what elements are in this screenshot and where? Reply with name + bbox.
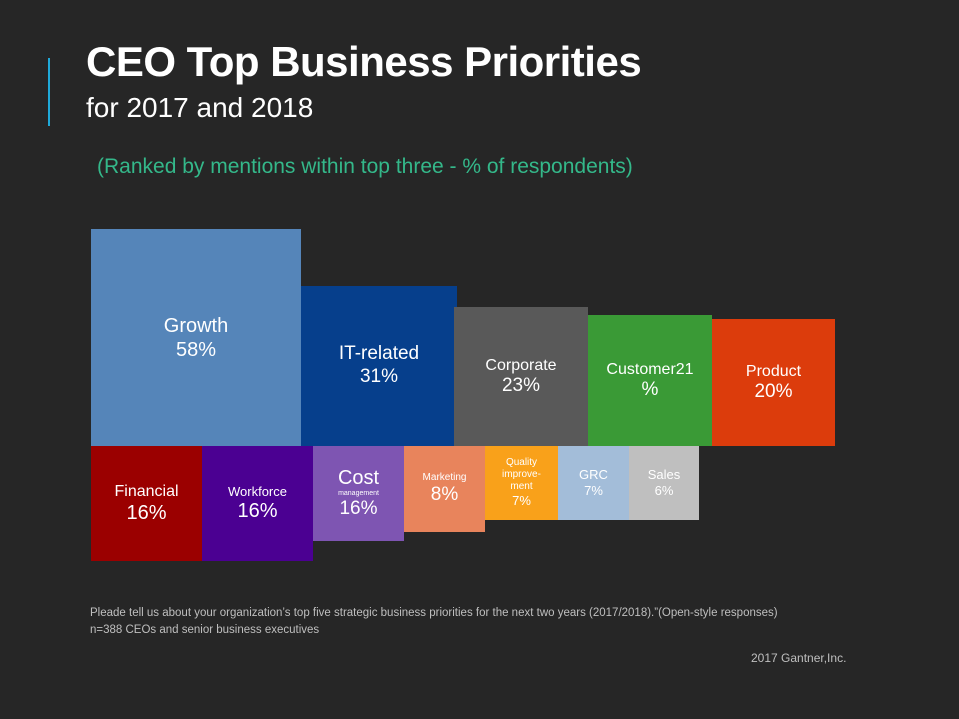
- data-label: 58%: [175, 338, 217, 361]
- category-label: Workforce: [228, 483, 287, 499]
- bar-growth: Growth 58%: [91, 229, 301, 446]
- copyright: 2017 Gantner,Inc.: [751, 651, 847, 665]
- data-label: 16%: [339, 498, 378, 520]
- footnote-sample: n=388 CEOs and senior business executive…: [90, 624, 320, 636]
- category-label: Corporate: [485, 356, 557, 374]
- data-label: 7%: [584, 483, 603, 498]
- footnote: Pleade tell us about your organization’s…: [90, 605, 778, 639]
- category-label: Cost: [337, 466, 380, 489]
- data-label: 7%: [512, 493, 531, 509]
- bar-it-related: IT-related 31%: [301, 286, 457, 446]
- bar-financial: Financial 16%: [91, 446, 202, 561]
- data-label: 16%: [237, 500, 278, 523]
- data-label: 6%: [654, 483, 674, 498]
- category-label: Growth: [163, 314, 229, 337]
- bar-cost-management: Cost management 16%: [313, 446, 404, 541]
- category-label: Customer21: [606, 360, 694, 378]
- data-label: 20%: [754, 380, 793, 402]
- category-label: Quality: [505, 457, 538, 469]
- page-subtitle: for 2017 and 2018: [86, 92, 314, 123]
- bar-sales: Sales 6%: [629, 446, 699, 520]
- footnote-question: Pleade tell us about your organization’s…: [90, 607, 778, 619]
- data-label: 16%: [126, 502, 167, 525]
- bar-corporate: Corporate 23%: [454, 307, 588, 446]
- category-label: IT-related: [338, 343, 420, 365]
- bar-workforce: Workforce 16%: [202, 446, 313, 561]
- category-label: improve-: [502, 469, 541, 481]
- category-label: ment: [510, 481, 533, 493]
- category-label: GRC: [579, 467, 608, 483]
- bar-product: Product 20%: [712, 319, 835, 446]
- chart-note: (Ranked by mentions within top three - %…: [97, 155, 633, 178]
- accent-bar: [48, 58, 50, 126]
- category-label: Product: [745, 362, 802, 380]
- bar-grc: GRC 7%: [558, 446, 629, 520]
- data-label: %: [641, 378, 659, 400]
- page-title: CEO Top Business Priorities: [86, 38, 642, 85]
- data-label: 8%: [430, 483, 459, 505]
- bar-customer: Customer21%: [588, 315, 712, 446]
- category-label: Financial: [114, 482, 179, 500]
- data-label: 23%: [501, 374, 541, 396]
- category-label: Sales: [647, 467, 681, 483]
- category-label: Marketing: [422, 471, 467, 483]
- category-label: management: [338, 489, 379, 497]
- data-label: 31%: [359, 366, 399, 387]
- bar-marketing: Marketing 8%: [404, 446, 485, 532]
- bar-quality-improvement: Quality improve-ment 7%: [485, 446, 558, 520]
